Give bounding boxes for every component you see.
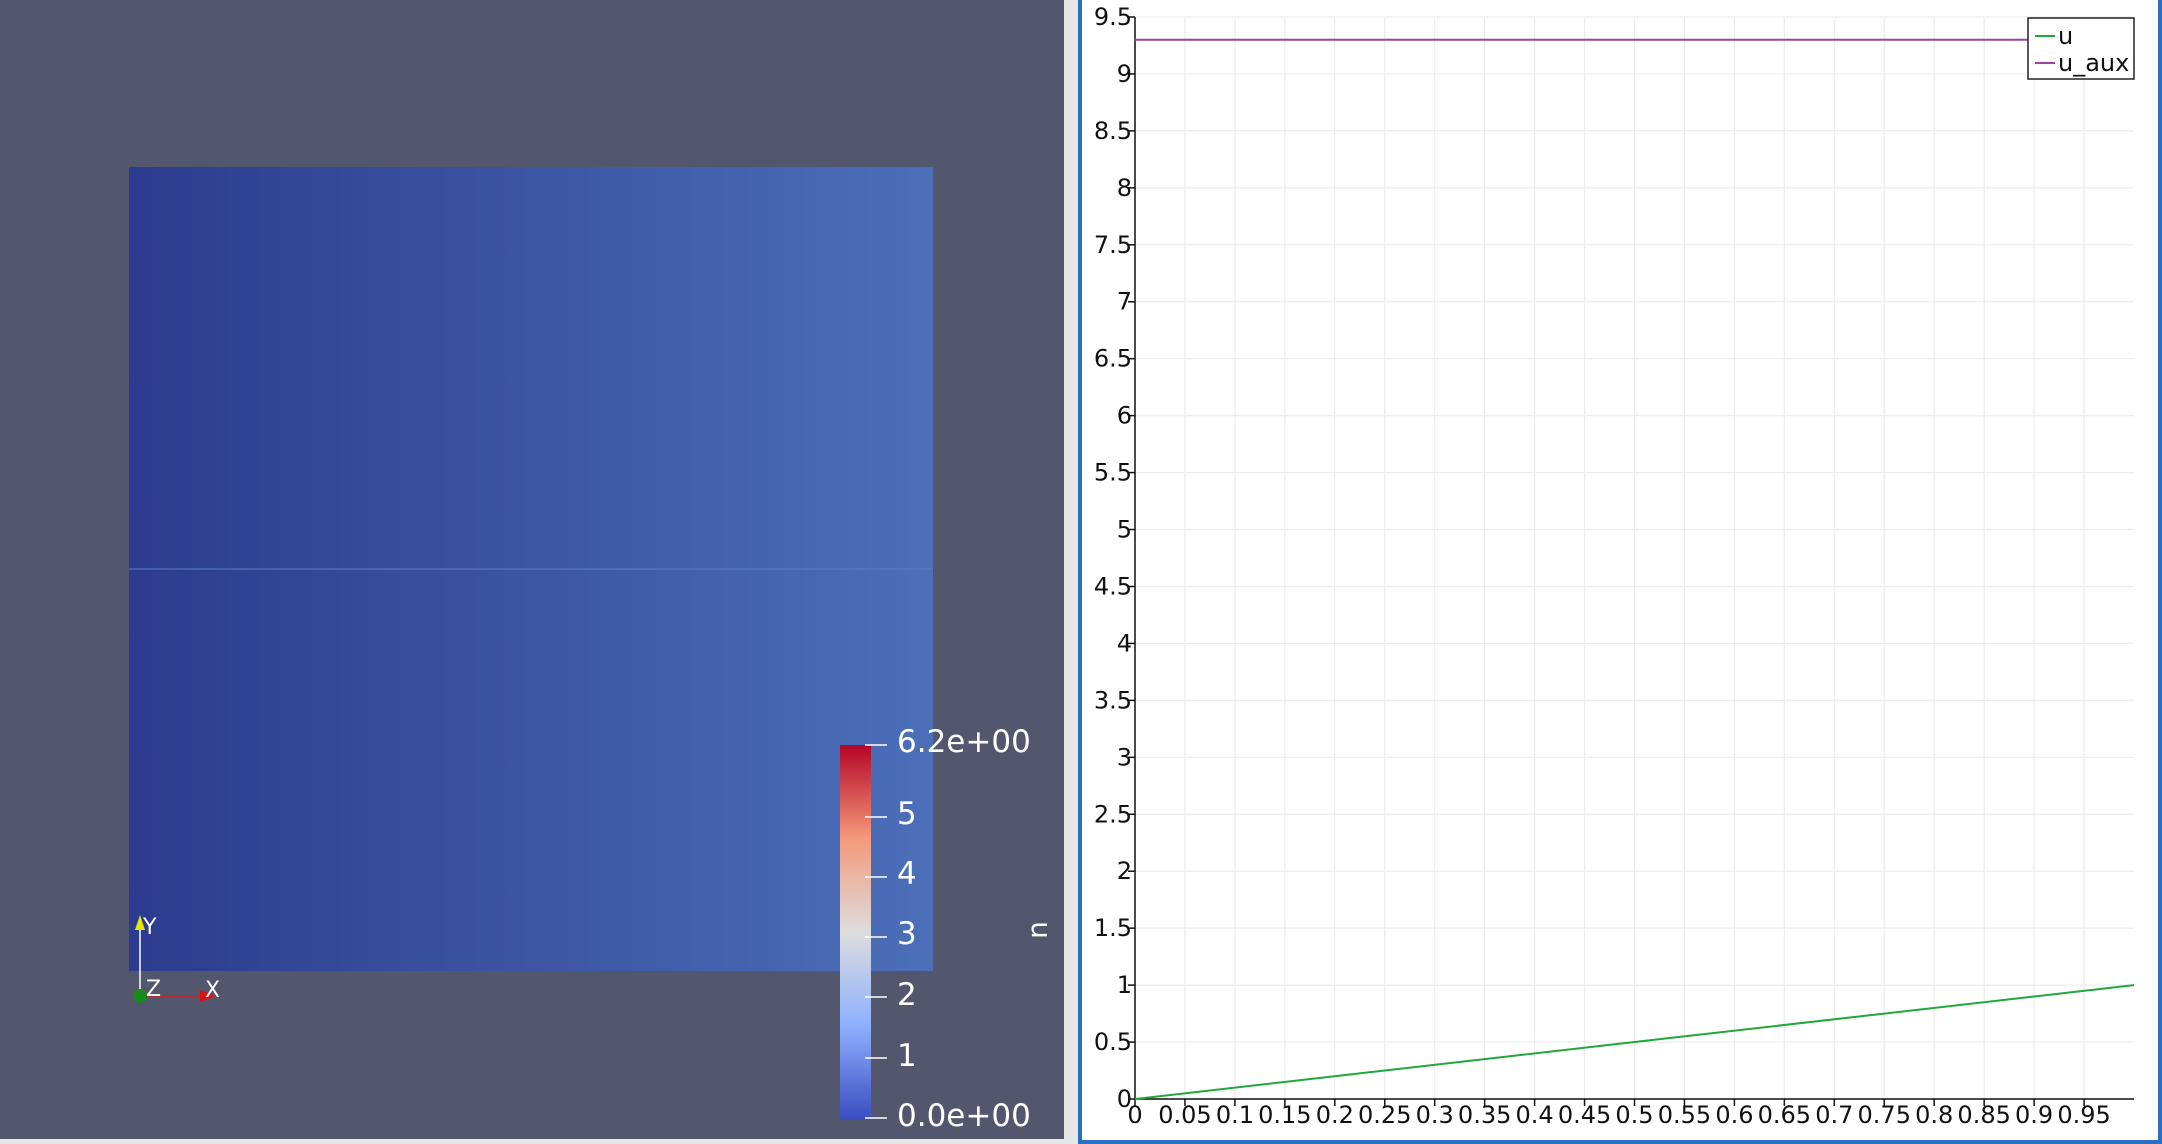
y-tick-label: 4 [1117,629,1132,657]
y-tick-label: 9 [1117,60,1132,88]
legend-label-u-aux: u_aux [2058,49,2129,77]
colorbar-tick-5: 5 [897,796,917,832]
y-tick-label: 8.5 [1094,117,1132,145]
legend-box [2027,17,2135,80]
chart-grid [1134,16,2134,1100]
x-tick-label: 0.8 [1915,1101,1953,1129]
axis-label-z: Z [146,977,161,1002]
x-tick-label: 0 [1127,1101,1142,1129]
view-splitter[interactable] [1064,0,1078,1144]
colorbar-ticks [865,744,887,1119]
x-tick-label: 0.1 [1216,1101,1254,1129]
y-tick-label: 9.5 [1094,3,1132,31]
y-axis-arrow-icon [135,915,145,930]
axis-label-y: Y [142,915,157,940]
legend-label-u: u [2058,22,2073,50]
y-tick-label: 2.5 [1094,800,1132,828]
x-tick-label: 0.05 [1158,1101,1211,1129]
y-tick-label: 3 [1117,743,1132,771]
y-tick-label: 4.5 [1094,572,1132,600]
colorbar-title: u [1025,921,1058,939]
x-tick-label: 0.75 [1858,1101,1911,1129]
y-tick-label: 5 [1117,516,1132,544]
colorbar-min-label: 0.0e+00 [897,1098,1031,1134]
x-tick-label: 0.7 [1815,1101,1853,1129]
y-tick-label: 7 [1117,288,1132,316]
x-tick-label: 0.85 [1957,1101,2010,1129]
x-tick-label: 0.15 [1258,1101,1311,1129]
y-tick-label: 5.5 [1094,459,1132,487]
x-tick-label: 0.5 [1615,1101,1653,1129]
y-tick-label: 2 [1117,857,1132,885]
series-line-u [1134,984,2135,1100]
z-axis-dot-icon [133,989,147,1003]
y-tick-label: 0.5 [1094,1028,1132,1056]
colorbar-tick-4: 4 [897,856,917,892]
x-tick-labels: 0 0.05 0.1 0.15 0.2 0.25 0.3 0.35 0.4 0.45 0.5 0.55… [1127,1099,2111,1129]
y-tick-label: 3.5 [1094,686,1132,714]
x-tick-label: 0.9 [2015,1101,2053,1129]
x-tick-label: 0.55 [1658,1101,1711,1129]
colorbar-tick-1: 1 [897,1038,917,1074]
render-view[interactable]: 6.2e+00 5 4 3 2 1 0.0e+00 u Y Z X [0,0,1064,1139]
render-view-canvas: 6.2e+00 5 4 3 2 1 0.0e+00 u Y Z X [129,167,1058,1134]
chart-series [1134,38,2135,1100]
x-tick-label: 0.45 [1558,1101,1611,1129]
y-tick-label: 1.5 [1094,914,1132,942]
y-tick-label: 6.5 [1094,345,1132,373]
x-tick-label: 0.2 [1316,1101,1354,1129]
x-tick-label: 0.6 [1715,1101,1753,1129]
x-tick-label: 0.35 [1458,1101,1511,1129]
x-tick-label: 0.65 [1758,1101,1811,1129]
line-chart: 0 0.5 1 1.5 2 2.5 3 3.5 4 4.5 5 5.5 6 6.5 7 7.5 8 8.5 9 9.5… [1094,3,2135,1129]
colorbar-tick-3: 3 [897,916,917,952]
x-axis-arrow-icon [200,990,216,1002]
x-tick-label: 0.3 [1416,1101,1454,1129]
y-tick-label: 6 [1117,402,1132,430]
line-chart-view[interactable]: 0 0.5 1 1.5 2 2.5 3 3.5 4 4.5 5 5.5 6 6.5 7 7.5 8 8.5 9 9.5… [1078,0,2162,1144]
colorbar-tick-2: 2 [897,977,917,1013]
colorbar-max-label: 6.2e+00 [897,724,1031,760]
y-tick-label: 1 [1117,971,1132,999]
y-tick-label: 0 [1117,1085,1132,1113]
y-tick-label: 7.5 [1094,231,1132,259]
orientation-axes: Y Z X [133,915,220,1003]
y-tick-labels: 0 0.5 1 1.5 2 2.5 3 3.5 4 4.5 5 5.5 6 6.5 7 7.5 8 8.5 9 9.5 [1094,3,1135,1113]
axis-label-x: X [205,978,220,1003]
chart-legend[interactable]: u u_aux [2027,17,2135,80]
y-tick-label: 8 [1117,174,1132,202]
x-tick-label: 0.95 [2057,1101,2110,1129]
x-tick-label: 0.25 [1358,1101,1411,1129]
x-tick-label: 0.4 [1516,1101,1554,1129]
